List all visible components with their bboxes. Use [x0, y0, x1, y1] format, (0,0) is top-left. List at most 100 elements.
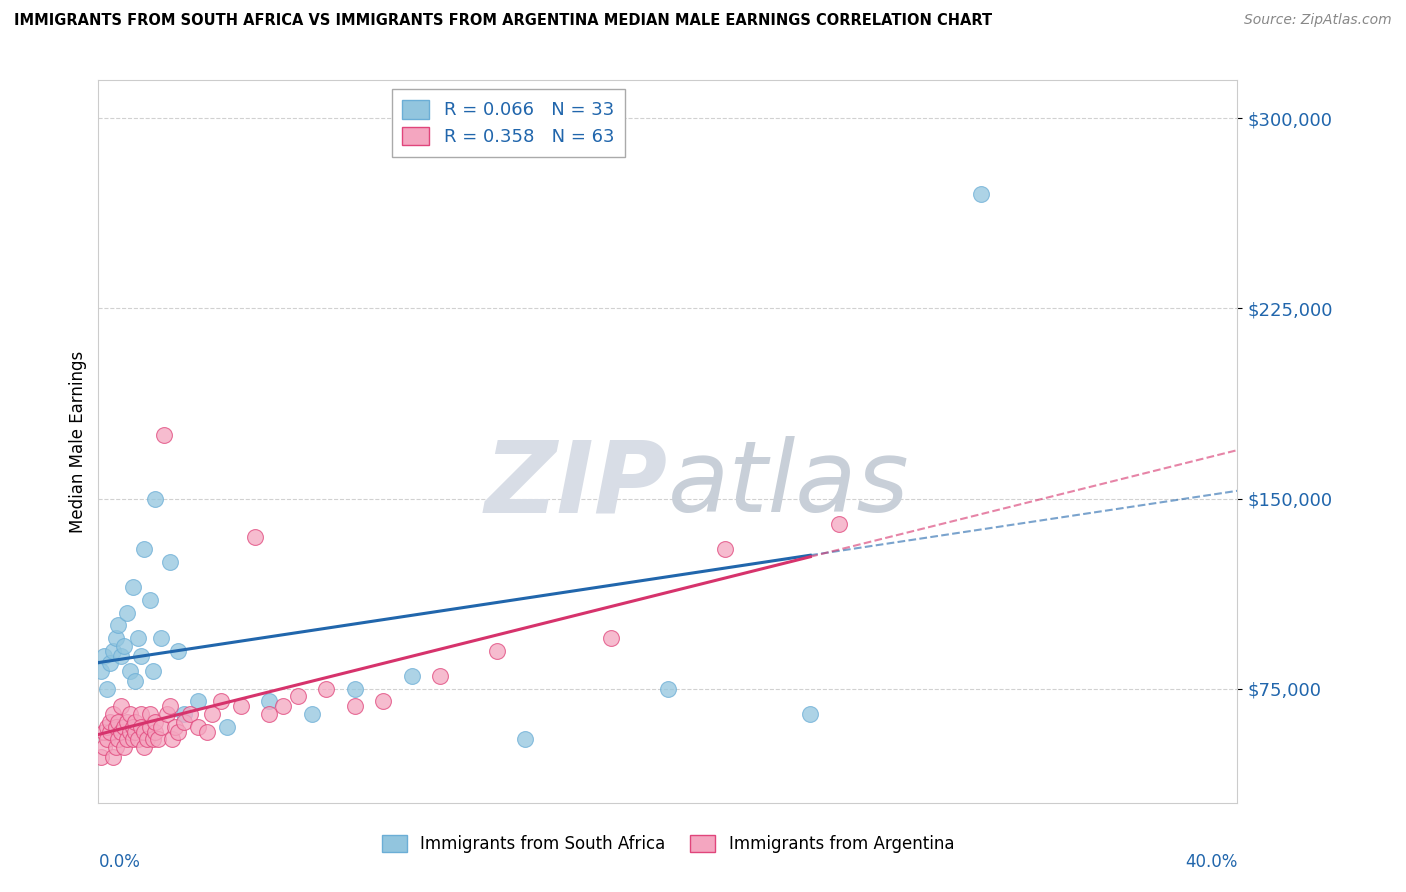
Point [132, 542, 155, 557]
Text: atlas: atlas [668, 436, 910, 533]
Point [127, 732, 149, 747]
Point [101, 707, 124, 722]
Point [287, 690, 309, 704]
Point [118, 724, 141, 739]
Point [486, 643, 509, 657]
Point [104, 720, 127, 734]
Point [129, 720, 152, 734]
Point [243, 530, 266, 544]
Point [799, 707, 821, 722]
Point [150, 720, 173, 734]
Point [110, 724, 132, 739]
Point [121, 732, 143, 747]
Point [135, 732, 157, 747]
Point [145, 491, 167, 506]
Point [173, 714, 195, 729]
Point [600, 631, 623, 645]
Point [141, 732, 163, 747]
Point [195, 724, 218, 739]
Point [215, 720, 238, 734]
Point [343, 681, 366, 696]
Point [129, 648, 152, 663]
Point [156, 707, 179, 722]
Point [657, 681, 679, 696]
Point [429, 669, 451, 683]
Point [159, 555, 181, 569]
Point [187, 720, 209, 734]
Point [129, 707, 152, 722]
Point [150, 631, 173, 645]
Point [167, 724, 190, 739]
Point [115, 606, 138, 620]
Text: IMMIGRANTS FROM SOUTH AFRICA VS IMMIGRANTS FROM ARGENTINA MEDIAN MALE EARNINGS C: IMMIGRANTS FROM SOUTH AFRICA VS IMMIGRAN… [14, 13, 993, 29]
Point [118, 664, 141, 678]
Point [93, 648, 115, 663]
Point [110, 699, 132, 714]
Point [201, 707, 224, 722]
Point [828, 516, 851, 531]
Point [104, 739, 127, 754]
Point [101, 643, 124, 657]
Point [145, 724, 167, 739]
Point [112, 720, 135, 734]
Point [115, 732, 138, 747]
Text: Source: ZipAtlas.com: Source: ZipAtlas.com [1244, 13, 1392, 28]
Point [401, 669, 423, 683]
Point [970, 187, 993, 202]
Legend: Immigrants from South Africa, Immigrants from Argentina: Immigrants from South Africa, Immigrants… [375, 828, 960, 860]
Point [107, 714, 129, 729]
Point [259, 694, 281, 708]
Point [121, 580, 143, 594]
Point [153, 428, 176, 442]
Point [167, 643, 190, 657]
Point [124, 714, 146, 729]
Point [93, 739, 115, 754]
Point [159, 699, 181, 714]
Point [165, 720, 187, 734]
Point [132, 739, 155, 754]
Point [132, 724, 155, 739]
Point [141, 664, 163, 678]
Point [714, 542, 737, 557]
Point [145, 714, 167, 729]
Point [315, 681, 337, 696]
Point [96, 720, 118, 734]
Point [96, 732, 118, 747]
Point [148, 732, 170, 747]
Point [259, 707, 281, 722]
Point [121, 720, 143, 734]
Point [93, 724, 115, 739]
Point [229, 699, 252, 714]
Point [96, 681, 118, 696]
Point [98, 714, 121, 729]
Point [118, 707, 141, 722]
Point [107, 732, 129, 747]
Point [124, 674, 146, 689]
Point [515, 732, 537, 747]
Point [115, 714, 138, 729]
Text: 40.0%: 40.0% [1185, 854, 1237, 871]
Point [90, 750, 112, 764]
Point [101, 750, 124, 764]
Point [104, 631, 127, 645]
Point [301, 707, 323, 722]
Point [107, 618, 129, 632]
Point [187, 694, 209, 708]
Text: 0.0%: 0.0% [98, 854, 141, 871]
Point [127, 631, 149, 645]
Point [173, 707, 195, 722]
Point [273, 699, 295, 714]
Point [90, 664, 112, 678]
Point [343, 699, 366, 714]
Point [98, 657, 121, 671]
Point [110, 648, 132, 663]
Point [98, 724, 121, 739]
Point [138, 593, 160, 607]
Point [162, 732, 184, 747]
Point [112, 739, 135, 754]
Point [138, 720, 160, 734]
Point [124, 724, 146, 739]
Text: ZIP: ZIP [485, 436, 668, 533]
Point [112, 639, 135, 653]
Point [373, 694, 395, 708]
